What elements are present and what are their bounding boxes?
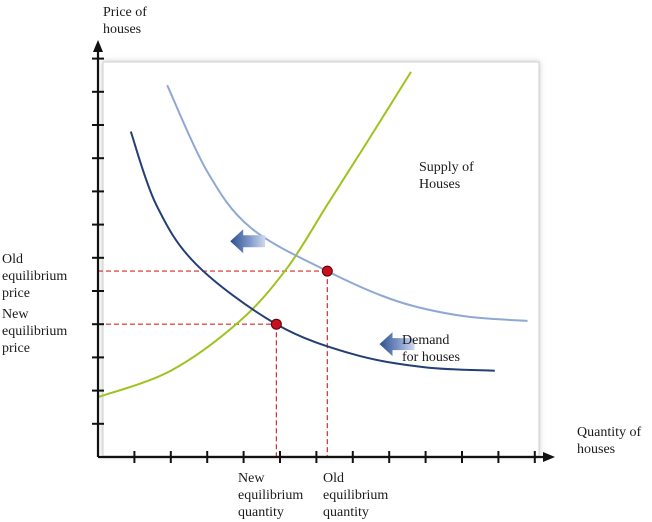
demand-curve-label-line-1: Demand [402,333,449,348]
new-quantity-label-line-1: New [238,471,265,486]
x-axis-label: Quantity of houses [577,425,645,457]
supply-curve-label-line-2: Houses [419,177,460,192]
demand-curve-label: Demand for houses [402,333,460,365]
old-equilibrium-point [321,265,333,277]
new-equilibrium-point [270,318,282,330]
new-price-label-line-2: equilibrium [2,324,67,339]
axis-ticks [92,57,536,463]
y-axis-label-line-2: houses [103,22,141,37]
old-quantity-label-line-2: equilibrium [323,488,388,503]
new-equilibrium-price-label: New equilibrium price [2,307,71,356]
lower-shift-arrow [379,332,415,357]
x-axis-label-line-1: Quantity of [577,425,641,440]
equilibrium-guides [98,270,328,457]
new-price-label-line-1: New [2,307,29,322]
old-equilibrium-quantity-label: Old equilibrium quantity [323,471,392,520]
old-quantity-label-line-1: Old [323,471,344,486]
new-equilibrium-quantity-label: New equilibrium quantity [238,471,307,520]
equilibrium-points [270,265,333,330]
supply-curve [97,71,412,399]
x-axis-label-line-2: houses [577,442,615,457]
shift-arrows [230,229,415,357]
y-axis-label: Price of houses [103,5,150,37]
old-price-label-line-3: price [2,286,30,301]
plot-frame [102,61,540,457]
x-axis-arrowhead [543,452,555,462]
upper-shift-arrow [230,229,266,254]
new-quantity-label-line-2: equilibrium [238,488,303,503]
demand-curve-label-line-2: for houses [402,350,460,365]
old-price-label-line-2: equilibrium [2,269,67,284]
y-axis-label-line-1: Price of [103,5,147,20]
new-quantity-label-line-3: quantity [238,505,284,520]
supply-curve-label: Supply of Houses [419,160,477,192]
old-price-label-line-1: Old [2,252,23,267]
old-equilibrium-price-label: Old equilibrium price [2,252,71,301]
supply-curve-label-line-1: Supply of [419,160,474,175]
old-quantity-label-line-3: quantity [323,505,369,520]
axes [93,40,555,462]
y-axis-arrowhead [93,40,103,52]
new-price-label-line-3: price [2,341,30,356]
